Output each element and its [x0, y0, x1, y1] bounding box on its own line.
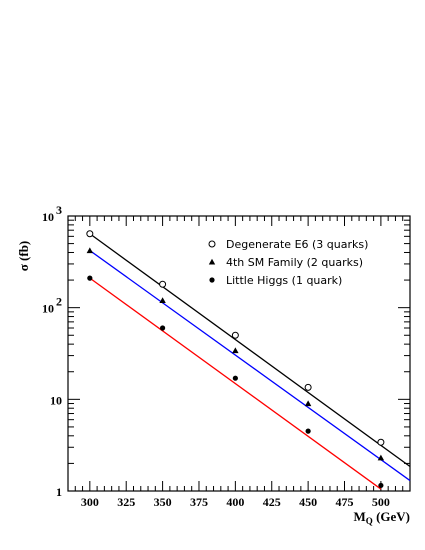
data-point-series-3	[159, 325, 166, 331]
x-tick-label: 400	[226, 495, 244, 509]
data-point-series-1	[377, 438, 385, 446]
data-point-series-1	[304, 383, 312, 391]
data-point-series-3	[87, 275, 93, 281]
data-point-series-3	[378, 482, 384, 489]
legend-entry-1: Degenerate E6 (3 quarks)	[226, 238, 368, 251]
y-tick-label: 10	[42, 210, 54, 224]
x-tick-label: 500	[372, 495, 390, 509]
y-tick-exponent: 2	[56, 295, 62, 309]
y-axis-label: σ (fb)	[16, 241, 31, 272]
fit-lines	[89, 233, 411, 490]
data-point-series-2	[377, 454, 385, 461]
legend-marker-3	[209, 277, 215, 283]
plot-frame	[67, 215, 411, 492]
x-tick-label: 450	[299, 495, 317, 509]
x-tick-label: 325	[117, 495, 135, 509]
data-point-series-2	[159, 297, 166, 303]
fit-line-series-1	[89, 233, 411, 468]
x-tick-label: 300	[81, 495, 99, 509]
fit-line-series-2	[89, 250, 411, 482]
x-tick-label: 425	[263, 495, 281, 509]
fit-line-series-3	[89, 277, 382, 490]
data-point-series-1	[86, 230, 94, 238]
data-point-series-3	[232, 375, 238, 381]
legend-entry-3: Little Higgs (1 quark)	[226, 274, 342, 287]
legend-entry-2: 4th SM Family (2 quarks)	[226, 256, 363, 269]
data-point-series-2	[232, 347, 239, 354]
y-tick-label: 1	[56, 485, 62, 499]
data-point-series-1	[159, 280, 167, 288]
axis-labels: σ (fb) MQ (GeV)	[16, 241, 410, 526]
data-point-series-1	[231, 331, 239, 339]
data-points	[86, 230, 385, 489]
data-point-series-2	[304, 400, 312, 407]
plot-area	[67, 215, 411, 492]
y-tick-label: 10	[50, 393, 62, 407]
legend: Degenerate E6 (3 quarks) 4th SM Family (2…	[208, 238, 368, 287]
data-point-series-3	[305, 428, 311, 434]
x-tick-label: 350	[154, 495, 172, 509]
y-tick-label: 10	[42, 302, 54, 316]
x-tick-label: 475	[336, 495, 354, 509]
data-point-series-2	[86, 247, 94, 254]
y-tick-exponent: 3	[56, 203, 62, 217]
x-tick-label: 375	[190, 495, 208, 509]
legend-marker-1	[208, 240, 216, 248]
legend-marker-2	[208, 258, 216, 265]
x-axis-label: MQ (GeV)	[354, 509, 410, 526]
